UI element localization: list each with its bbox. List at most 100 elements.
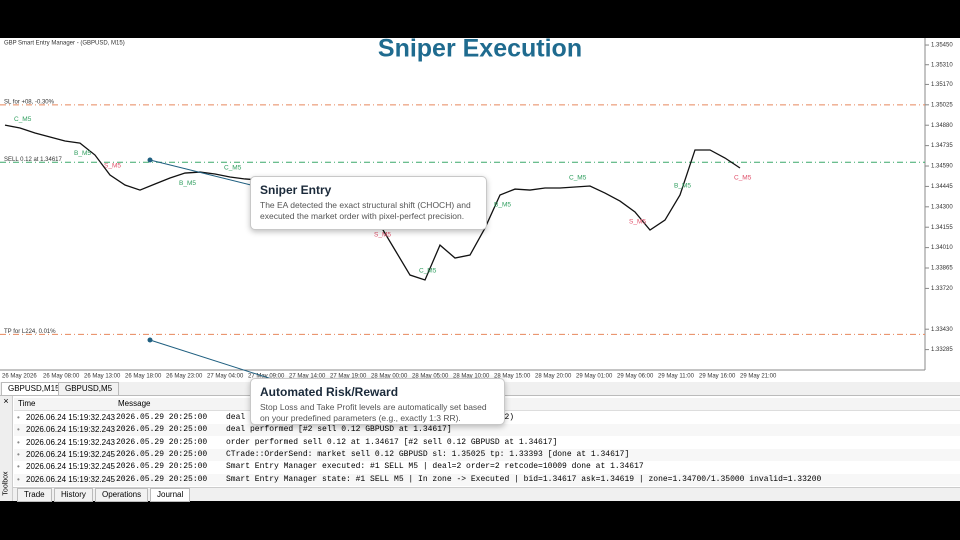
signal-label: B_M5 — [494, 202, 511, 209]
cell-date: 2026.05.29 20:25:00 — [116, 462, 208, 472]
chart-tab[interactable]: GBPUSD,M15 — [1, 382, 67, 396]
level-label: TP for L224, 0.01% — [4, 329, 56, 335]
toolbox-tab[interactable]: History — [54, 488, 93, 502]
x-tick-label: 27 May 14:00 — [289, 374, 326, 380]
toolbox-label: Toolbox — [2, 471, 10, 496]
signal-label: C_M5 — [734, 175, 752, 182]
chart-tab[interactable]: GBPUSD,M5 — [58, 382, 120, 396]
y-tick-label: 1.34300 — [931, 204, 953, 210]
cell-date: 2026.05.29 20:25:00 — [116, 437, 208, 447]
title: Sniper Execution — [378, 38, 582, 63]
toolbox-side: × Toolbox — [0, 396, 13, 501]
x-tick-label: 26 May 08:00 — [43, 374, 80, 380]
x-tick-label: 29 May 11:00 — [658, 374, 695, 380]
x-tick-label: 29 May 01:00 — [576, 374, 613, 380]
cell-time: 2026.06.24 15:19:32.243 — [26, 425, 115, 435]
journal-row: • 2026.06.24 15:19:32.243 2026.05.29 20:25… — [14, 437, 960, 449]
toolbox-tab[interactable]: Operations — [95, 488, 149, 502]
cell-time: 2026.06.24 15:19:32.243 — [26, 437, 115, 447]
row-bullet: • — [17, 425, 20, 435]
cell-time: 2026.06.24 15:19:32.245 — [26, 474, 115, 484]
y-tick-label: 1.33430 — [931, 327, 953, 333]
cell-message: deal performed [#2 sell 0.12 GBPUSD at 1… — [226, 425, 452, 435]
cell-time: 2026.06.24 15:19:32.243 — [26, 413, 115, 422]
signal-label: C_M5 — [14, 116, 32, 123]
y-tick-label: 1.33720 — [931, 286, 953, 292]
signal-label: C_M5 — [569, 175, 587, 182]
x-tick-label: 29 May 21:00 — [740, 374, 777, 380]
signal-label: C_M5 — [419, 268, 437, 275]
x-tick-label: 29 May 06:00 — [617, 374, 654, 380]
callout-dot — [147, 157, 153, 163]
callout-pointer — [149, 159, 256, 187]
y-tick-label: 1.34880 — [931, 123, 953, 129]
signal-label: S_M5 — [104, 163, 121, 170]
y-tick-label: 1.33865 — [931, 266, 953, 272]
row-bullet: • — [17, 462, 20, 472]
x-tick-label: 28 May 00:00 — [371, 374, 408, 380]
x-tick-label: 28 May 20:00 — [535, 374, 572, 380]
level-label: SELL 0.12 at 1.34617 — [4, 157, 62, 163]
cell-date: 2026.05.29 20:25:00 — [116, 413, 208, 422]
x-tick-label: 29 May 16:00 — [699, 374, 736, 380]
journal-row: • 2026.06.24 15:19:32.245 2026.05.29 20:25… — [14, 461, 960, 473]
y-tick-label: 1.34155 — [931, 225, 953, 231]
journal-row: • 2026.06.24 15:19:32.243 2026.05.29 20:25… — [14, 424, 960, 437]
row-bullet: • — [17, 413, 20, 422]
cell-date: 2026.05.29 20:25:00 — [116, 474, 208, 484]
x-tick-label: 28 May 10:00 — [453, 374, 490, 380]
journal-row: • 2026.06.24 15:19:32.245 2026.05.29 20:25… — [14, 448, 960, 461]
cell-date: 2026.05.29 20:25:00 — [116, 425, 208, 435]
x-tick-label: 26 May 13:00 — [84, 374, 121, 380]
signal-label: B_M5 — [179, 180, 196, 187]
x-tick-label: 26 May 23:00 — [166, 374, 203, 380]
callout-dot — [147, 337, 153, 343]
cell-date: 2026.05.29 20:25:00 — [116, 449, 208, 459]
cell-time: 2026.06.24 15:19:32.245 — [26, 462, 115, 472]
x-tick-label: 28 May 05:00 — [412, 374, 449, 380]
callout-pointer — [149, 339, 276, 381]
signal-label: C_M5 — [224, 165, 242, 172]
callout-text: The EA detected the exact structural shi… — [260, 200, 471, 221]
symbol: GBP — [4, 41, 17, 47]
callout: Sniper Entry The EA detected the exact s… — [250, 176, 487, 230]
signal-label: S_M5 — [629, 219, 646, 226]
toolbox-tabs: Trade History Operations Journal — [13, 487, 960, 502]
y-tick-label: 1.35025 — [931, 102, 953, 108]
level-label: SL for +08, -0.30% — [4, 99, 55, 105]
cell-message: order performed sell 0.12 at 1.34617 [#2… — [226, 437, 558, 447]
signal-label: B_M5 — [74, 150, 91, 157]
signal-label: B_M5 — [674, 183, 691, 190]
cell-message: Smart Entry Manager state: #1 SELL M5 | … — [226, 474, 822, 484]
callout-title: Sniper Entry — [260, 183, 332, 197]
toolbox-tab[interactable]: Journal — [150, 488, 191, 502]
y-tick-label: 1.34010 — [931, 245, 953, 251]
column-header[interactable]: Message — [118, 399, 151, 408]
x-tick-label: 27 May 19:00 — [330, 374, 367, 380]
x-tick-label: 27 May 09:00 — [248, 374, 285, 380]
x-tick-label: 26 May 18:00 — [125, 374, 162, 380]
x-tick-label: 26 May 2026 — [2, 374, 37, 380]
column-header[interactable]: Time — [18, 399, 36, 408]
y-tick-label: 1.34735 — [931, 143, 953, 149]
y-tick-label: 1.35310 — [931, 62, 953, 68]
row-bullet: • — [17, 449, 20, 459]
y-tick-label: 1.35170 — [931, 82, 953, 88]
row-bullet: • — [17, 437, 20, 447]
callout-title: Automated Risk/Reward — [260, 385, 399, 399]
callout: Automated Risk/Reward Stop Loss and Take… — [250, 378, 505, 425]
y-tick-label: 1.34445 — [931, 184, 953, 190]
cell-message: CTrade::OrderSend: market sell 0.12 GBPU… — [226, 449, 630, 459]
toolbox-tab[interactable]: Trade — [17, 488, 52, 502]
callout-text: Stop Loss and Take Profit levels are aut… — [260, 402, 487, 423]
cell-time: 2026.06.24 15:19:32.245 — [26, 449, 115, 459]
y-tick-label: 1.34590 — [931, 164, 953, 170]
signal-label: S_M5 — [374, 232, 391, 239]
caption: Smart Entry Manager - (GBPUSD, M15) — [18, 41, 125, 47]
close-button[interactable]: × — [3, 396, 9, 406]
x-tick-label: 27 May 04:00 — [207, 374, 244, 380]
cell-message: Smart Entry Manager executed: #1 SELL M5… — [226, 462, 644, 472]
x-tick-label: 28 May 15:00 — [494, 374, 531, 380]
y-tick-label: 1.35450 — [931, 43, 953, 49]
